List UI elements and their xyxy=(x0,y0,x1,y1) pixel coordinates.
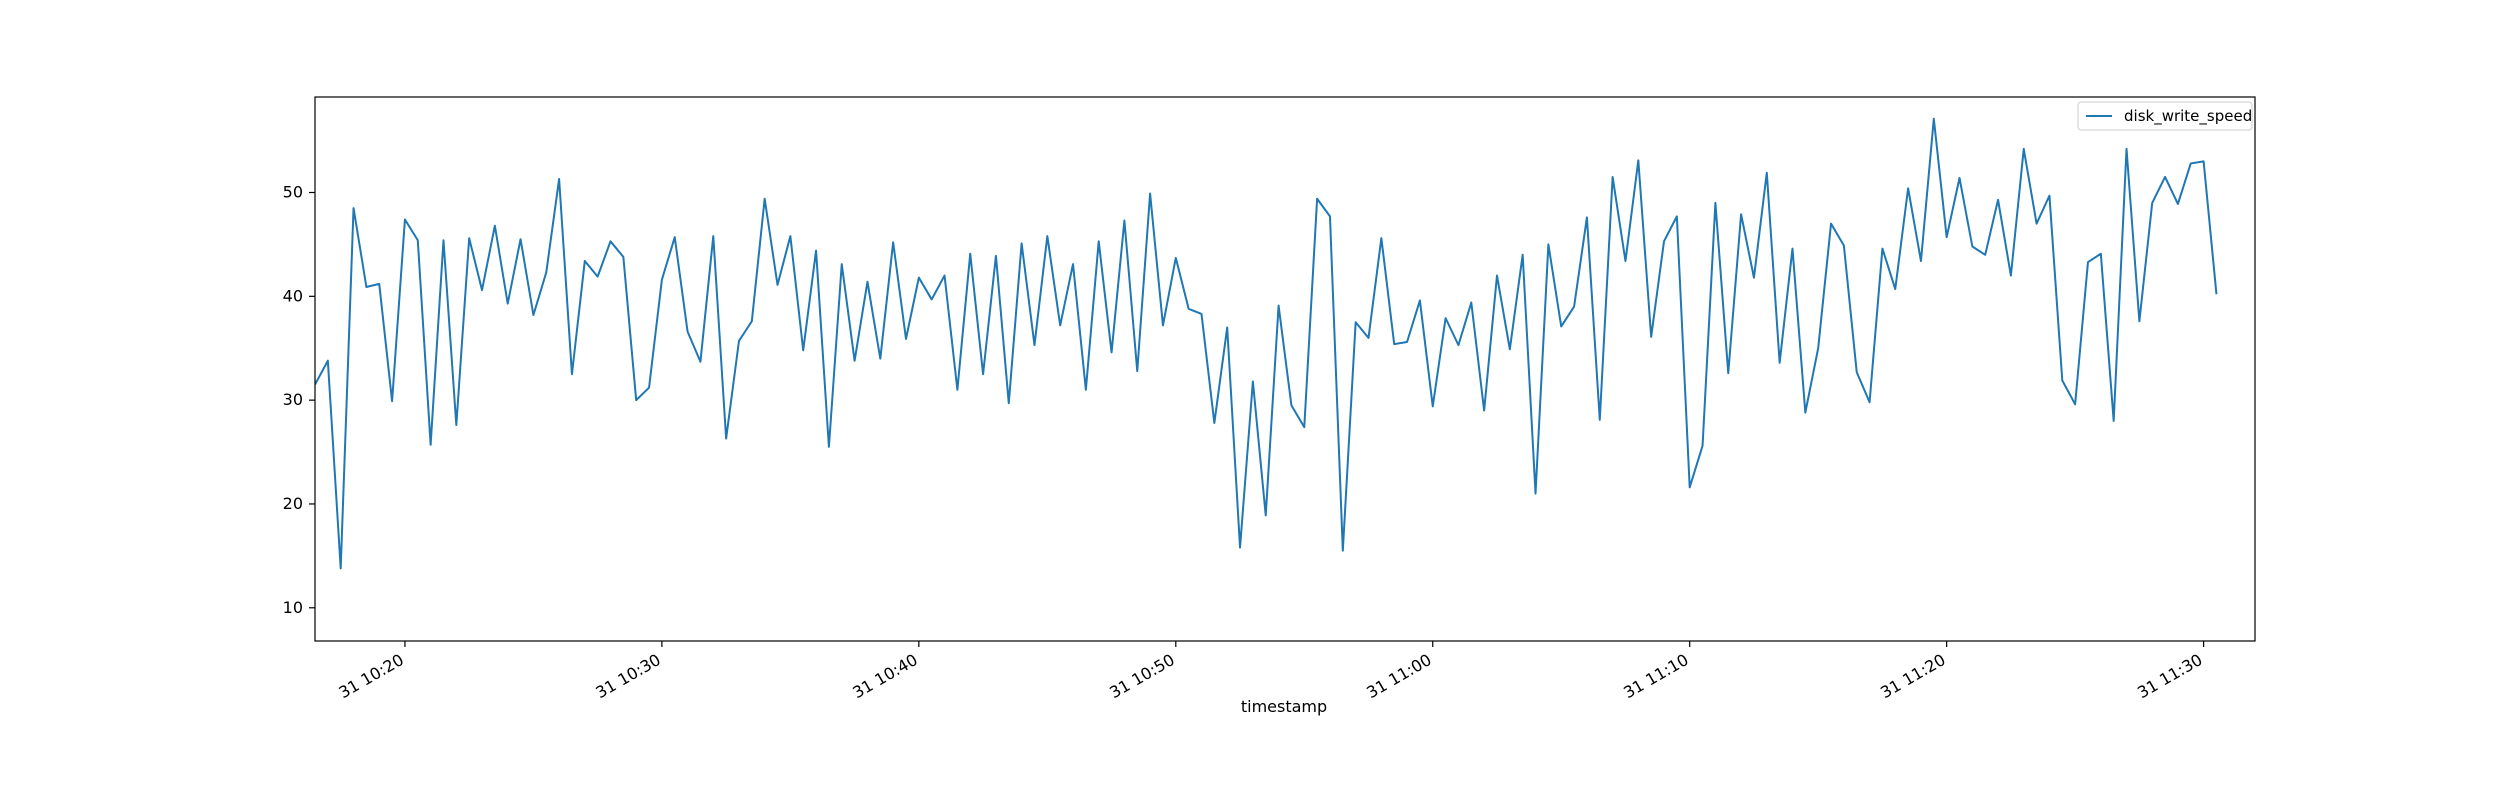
plot-area xyxy=(314,96,2256,642)
x-tick-label: 31 11:30 xyxy=(2134,650,2205,702)
y-tick-label: 20 xyxy=(283,494,303,513)
x-tick-label: 31 11:10 xyxy=(1620,650,1691,702)
plot-frame xyxy=(314,96,2256,642)
legend-box xyxy=(2077,101,2253,131)
x-tick-label: 31 11:20 xyxy=(1877,650,1948,702)
y-axis: 10 20 30 40 50 xyxy=(283,183,315,617)
series-line-disk-write-speed xyxy=(315,117,2218,570)
y-tick-label: 30 xyxy=(283,390,303,409)
y-tick-label: 10 xyxy=(283,598,303,617)
x-axis-title: timestamp xyxy=(1241,697,1327,716)
x-axis: 31 10:20 31 10:30 31 10:40 31 10:50 31 11:00… xyxy=(335,641,2206,702)
x-tick-label: 31 11:00 xyxy=(1363,650,1434,702)
x-tick-label: 31 10:50 xyxy=(1106,650,1177,702)
x-tick-label: 31 10:40 xyxy=(849,650,920,702)
y-tick-label: 40 xyxy=(283,286,303,305)
y-tick-label: 50 xyxy=(283,183,303,202)
x-tick-label: 31 10:30 xyxy=(592,650,663,702)
x-tick-label: 31 10:20 xyxy=(335,650,406,702)
legend: disk_write_speed xyxy=(2077,101,2253,131)
legend-label: disk_write_speed xyxy=(2124,107,2252,126)
